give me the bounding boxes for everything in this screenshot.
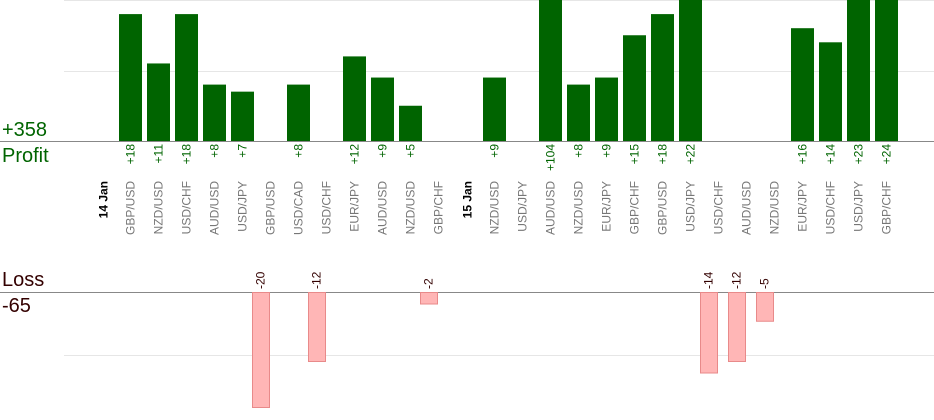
category-label: AUD/USD (740, 181, 754, 235)
loss-bar (420, 292, 438, 305)
category-label: NZD/USD (404, 181, 418, 235)
profit-bar (119, 14, 142, 142)
category-label: NZD/USD (152, 181, 166, 235)
loss-bar (700, 292, 718, 374)
profit-bar (343, 56, 366, 141)
loss-total: -65 (2, 295, 31, 317)
category-label: USD/CAD (292, 181, 306, 235)
profit-value-label: +9 (376, 144, 390, 158)
profit-value-label: +8 (292, 144, 306, 158)
loss-value-label: -5 (758, 278, 772, 289)
category-label: GBP/USD (124, 181, 138, 235)
category-label: AUD/USD (544, 181, 558, 235)
profit-total: +358 (2, 119, 48, 141)
profit-bar (791, 28, 814, 142)
category-label: USD/CHF (180, 181, 194, 234)
category-label: USD/JPY (516, 181, 530, 232)
profit-bar (287, 84, 310, 141)
profit-bar (623, 35, 646, 141)
category-label: GBP/CHF (880, 181, 894, 234)
profit-bar (175, 14, 198, 142)
profit-value-label: +8 (208, 144, 222, 158)
loss-value-label: -14 (702, 271, 716, 289)
profit-value-label: +5 (404, 144, 418, 158)
profit-bar (371, 77, 394, 141)
profit-bar (819, 42, 842, 141)
loss-bar (308, 292, 326, 362)
profit-bar (483, 77, 506, 141)
loss-value-label: -2 (422, 278, 436, 289)
profit-value-label: +9 (600, 144, 614, 158)
category-label: GBP/CHF (628, 181, 642, 234)
loss-bar (252, 292, 270, 408)
category-label: USD/JPY (684, 181, 698, 232)
profit-value-label: +18 (180, 144, 194, 165)
profit-bar (567, 84, 590, 141)
profit-value-label: +12 (348, 144, 362, 165)
profit-value-label: +11 (152, 144, 166, 164)
profit-value-label: +18 (656, 144, 670, 165)
profit-bar (651, 14, 674, 142)
profit-value-label: +23 (852, 144, 866, 165)
category-label: NZD/USD (488, 181, 502, 235)
profit-bar (147, 63, 170, 142)
profit-bar (539, 0, 562, 141)
category-label: GBP/USD (264, 181, 278, 235)
profit-value-label: +16 (796, 144, 810, 165)
category-label: GBP/CHF (432, 181, 446, 234)
category-label: USD/JPY (236, 181, 250, 232)
loss-value-label: -12 (310, 271, 324, 289)
profit-value-label: +22 (684, 144, 698, 165)
category-label: NZD/USD (572, 181, 586, 235)
category-label: GBP/USD (656, 181, 670, 235)
profit-value-label: +104 (544, 144, 558, 171)
loss-value-label: -12 (730, 271, 744, 289)
category-label: AUD/USD (208, 181, 222, 235)
category-label: USD/JPY (852, 181, 866, 232)
loss-label: Loss (2, 269, 45, 291)
loss-bar (756, 292, 774, 322)
category-label: EUR/JPY (348, 181, 362, 232)
category-label: EUR/JPY (600, 181, 614, 232)
profit-bar (399, 105, 422, 141)
profit-bar (847, 0, 870, 141)
profit-value-label: +8 (572, 144, 586, 158)
profit-bar (231, 91, 254, 141)
profit-value-label: +24 (880, 144, 894, 165)
date-label: 14 Jan (97, 181, 111, 218)
profit-value-label: +14 (824, 144, 838, 165)
category-label: AUD/USD (376, 181, 390, 235)
category-label: USD/CHF (824, 181, 838, 234)
category-label: EUR/JPY (796, 181, 810, 232)
profit-label: Profit (2, 145, 49, 167)
loss-bar (728, 292, 746, 362)
profit-bar (679, 0, 702, 141)
profit-bar (875, 0, 898, 141)
profit-value-label: +18 (124, 144, 138, 165)
category-label: NZD/USD (768, 181, 782, 235)
profit-value-label: +9 (488, 144, 502, 158)
profit-bar (595, 77, 618, 141)
date-label: 15 Jan (461, 181, 475, 218)
loss-value-label: -20 (254, 271, 268, 289)
category-label: USD/CHF (320, 181, 334, 234)
profit-value-label: +15 (628, 144, 642, 165)
profit-value-label: +7 (236, 144, 250, 158)
profit-bar (203, 84, 226, 141)
category-label: USD/CHF (712, 181, 726, 234)
